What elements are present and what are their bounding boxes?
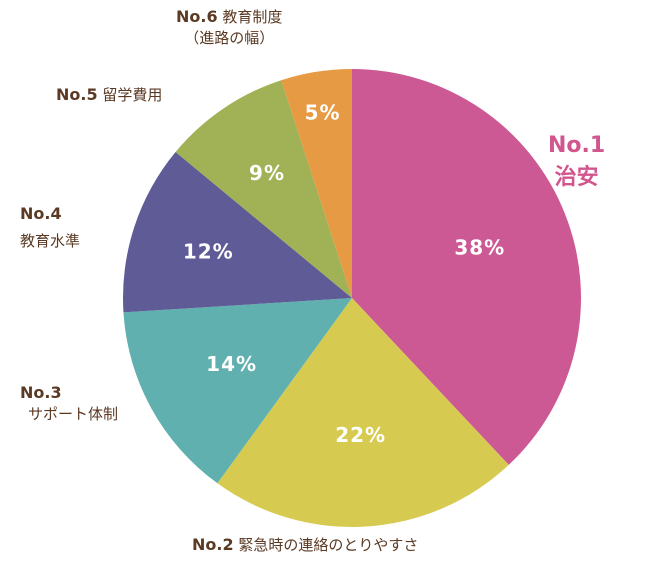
slice-label-6-sub: （進路の幅） xyxy=(184,28,275,47)
legend-label-1: No.1 治安 xyxy=(548,130,605,194)
pie-slice-3 xyxy=(123,298,353,484)
slice-rank-1: No.1 xyxy=(548,133,606,158)
slice-value-label-4: 12% xyxy=(183,239,234,263)
legend-label-4: No.4 教育水準 xyxy=(20,203,80,251)
pie-slice-2 xyxy=(217,298,509,528)
slice-label-4: 教育水準 xyxy=(20,231,81,250)
slice-value-label-2: 22% xyxy=(335,423,386,447)
pie-slice-1 xyxy=(352,69,581,465)
slice-value-label-1: 38% xyxy=(454,235,505,259)
slice-label-2: 緊急時の連絡のとりやすさ xyxy=(238,536,419,554)
slice-value-label-3: 14% xyxy=(206,352,257,376)
pie-slice-5 xyxy=(175,80,352,298)
legend-label-2: No.2 緊急時の連絡のとりやすさ xyxy=(192,534,418,556)
slice-value-label-6: 5% xyxy=(305,101,341,125)
legend-label-6: No.6 教育制度 （進路の幅） xyxy=(176,6,282,48)
slice-rank-2: No.2 xyxy=(192,535,234,554)
slice-rank-3: No.3 xyxy=(20,383,62,402)
slice-rank-6: No.6 xyxy=(176,7,218,26)
slice-label-5: 留学費用 xyxy=(102,86,163,104)
pie-slice-6 xyxy=(281,69,352,298)
slice-value-label-5: 9% xyxy=(249,161,285,185)
slice-label-3: サポート体制 xyxy=(28,404,119,423)
legend-label-5: No.5 留学費用 xyxy=(56,84,162,106)
slice-rank-4: No.4 xyxy=(20,204,62,223)
legend-label-3: No.3 サポート体制 xyxy=(20,382,118,424)
slice-label-6: 教育制度 xyxy=(222,8,283,26)
pie-slice-4 xyxy=(123,152,353,313)
slice-rank-5: No.5 xyxy=(56,85,98,104)
slice-label-1: 治安 xyxy=(554,164,599,190)
